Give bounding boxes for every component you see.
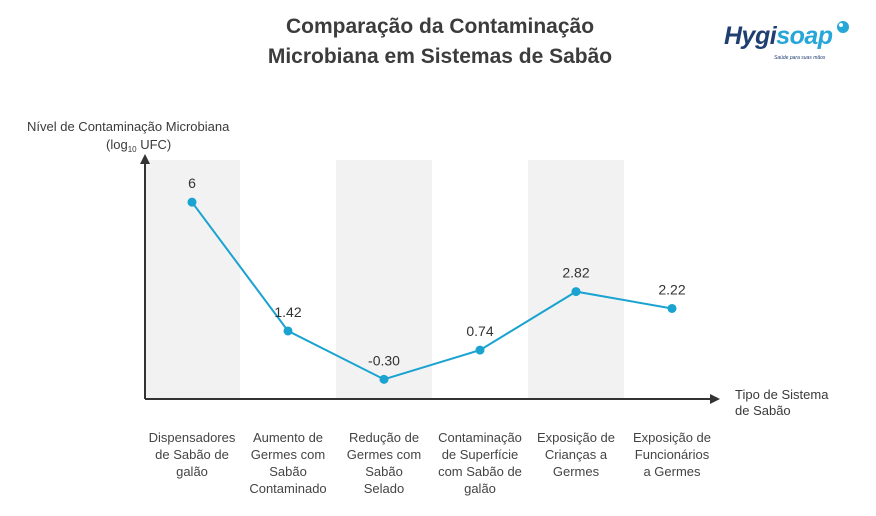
category-label: Contaminação de Superfície com Sabão de gal… (438, 430, 522, 496)
brand-name-part-1: Hygi (724, 22, 777, 50)
x-axis-label-line-2: de Sabão (735, 403, 791, 418)
data-label: 6 (188, 175, 196, 191)
hygisoap-logo: Hygisoap Saúde para suas mãos (722, 18, 862, 68)
category-label-line: de Sabão de (155, 447, 229, 462)
y-axis-label-subscript: 10 (128, 145, 137, 154)
category-label: Dispensadores de Sabão de galão (149, 430, 236, 479)
x-axis-arrow (710, 394, 720, 404)
category-band (336, 160, 432, 399)
category-label-line: Funcionários (635, 447, 710, 462)
data-label: 2.22 (658, 281, 685, 297)
category-label-line: galão (176, 464, 208, 479)
brand-name: Hygisoap (724, 22, 833, 51)
data-point (187, 197, 197, 207)
data-point (667, 303, 677, 313)
chart-title-line-1: Comparação da Contaminação (285, 15, 595, 38)
data-label: 2.82 (562, 265, 589, 281)
data-point (379, 374, 389, 384)
category-label: Exposição de Funcionários a Germes (633, 430, 711, 479)
data-label: -0.30 (368, 352, 400, 368)
category-label-line: Contaminado (249, 481, 326, 496)
category-label-line: Crianças a (545, 447, 608, 462)
category-label-line: Exposição de (537, 430, 615, 445)
y-axis-label-line-1: Nível de Contaminação Microbiana (27, 119, 230, 134)
category-label-line: Exposição de (633, 430, 711, 445)
category-label: Aumento de Germes com Sabão Contaminado (249, 430, 326, 496)
chart-title: Comparação da Contaminação Microbiana em… (180, 12, 700, 72)
category-label-line: Germes com (347, 447, 421, 462)
category-band (528, 160, 624, 399)
category-label-line: Redução de (349, 430, 419, 445)
category-label-line: Sabão (365, 464, 403, 479)
y-axis-arrow (140, 154, 150, 164)
data-point (475, 345, 485, 355)
category-label-line: a Germes (643, 464, 701, 479)
category-label-line: de Superfície (442, 447, 519, 462)
category-label-line: Selado (364, 481, 404, 496)
y-axis-label-part-b: UFC) (137, 137, 172, 152)
category-label: Exposição de Crianças a Germes (537, 430, 615, 479)
category-label-line: com Sabão de (438, 464, 522, 479)
series-line (191, 201, 673, 381)
category-label-line: Aumento de (253, 430, 323, 445)
y-axis-label-line-2: (log10 UFC) (106, 137, 171, 154)
chart-title-line-2: Microbiana em Sistemas de Sabão (267, 45, 613, 68)
water-drop-icon (837, 21, 849, 33)
brand-name-part-2: soap (776, 22, 833, 50)
category-label-line: galão (464, 481, 496, 496)
brand-tagline: Saúde para suas mãos (774, 55, 826, 61)
category-label: Redução de Germes com Sabão Selado (347, 430, 421, 496)
x-axis-label-line-1: Tipo de Sistema (735, 387, 829, 402)
category-label-line: Contaminação (438, 430, 522, 445)
category-label-line: Germes (553, 464, 600, 479)
data-label: 1.42 (274, 304, 301, 320)
category-label-line: Sabão (269, 464, 307, 479)
y-axis-label-part-a: (log (106, 137, 128, 152)
category-label-line: Germes com (251, 447, 325, 462)
data-point (283, 326, 293, 336)
category-label-line: Dispensadores (149, 430, 236, 445)
category-band (144, 160, 240, 399)
data-point (571, 287, 581, 297)
data-label: 0.74 (466, 323, 493, 339)
